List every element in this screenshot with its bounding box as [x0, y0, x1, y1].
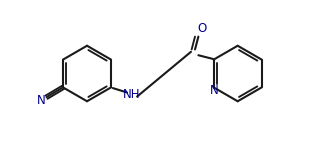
Text: NH: NH [123, 88, 141, 101]
Text: O: O [198, 22, 207, 35]
Text: N: N [210, 84, 219, 97]
Text: N: N [36, 94, 45, 107]
